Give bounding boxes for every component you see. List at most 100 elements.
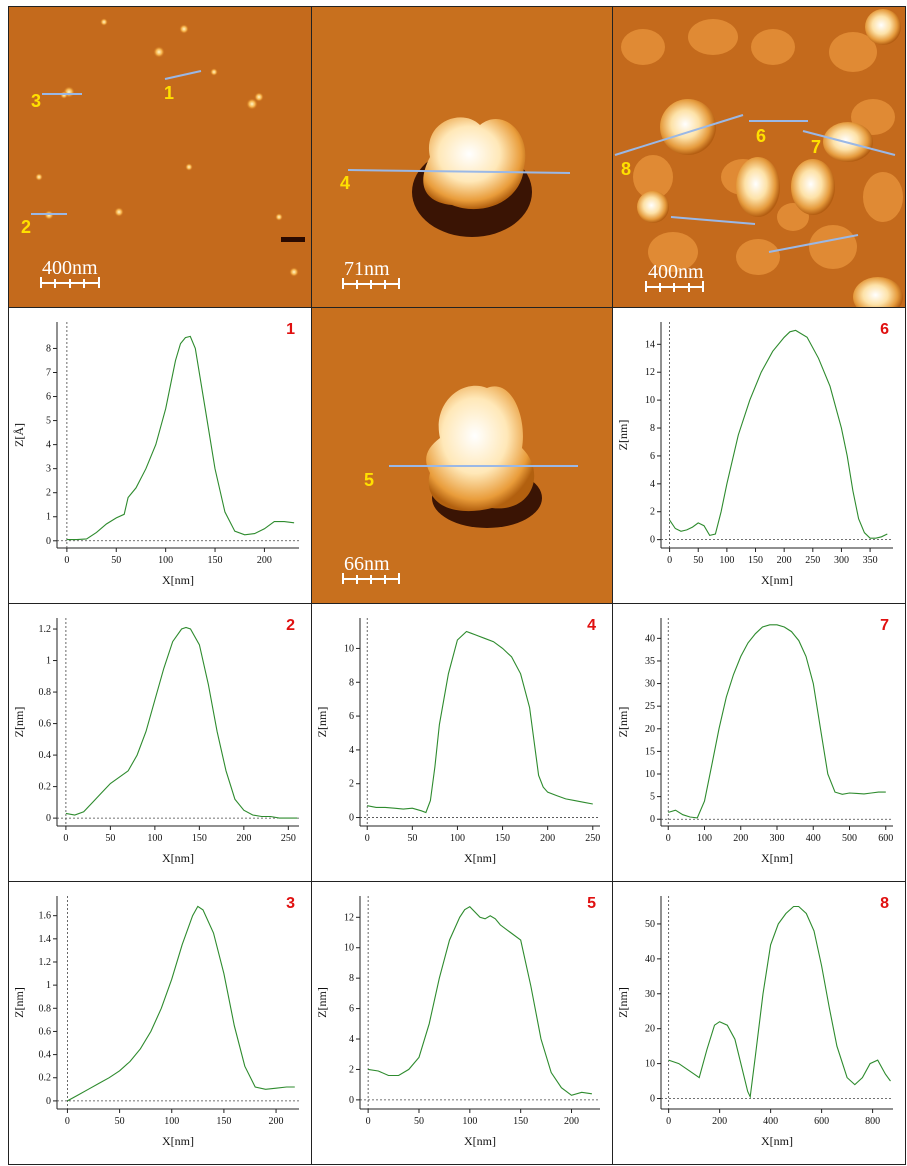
x-tick-label: 100 (147, 833, 162, 844)
scale-bar (342, 278, 400, 289)
x-axis-label: X[nm] (464, 1134, 496, 1148)
scan-line-1 (164, 70, 202, 80)
y-tick-label: 50 (645, 919, 655, 930)
x-tick-label: 500 (842, 833, 857, 844)
y-tick-label: 12 (344, 912, 354, 923)
x-tick-label: 150 (192, 833, 207, 844)
x-tick-label: 100 (719, 555, 734, 566)
y-tick-label: 4 (349, 1034, 354, 1045)
panel-number: 6 (880, 321, 889, 338)
chart-profile-1: 0 1 2 3 4 5 6 7 8 0 50 100 150 200 X[nm] Z[Å] 1 (12, 321, 299, 587)
scan-lines (31, 70, 202, 215)
y-tick-label: 30 (645, 679, 655, 690)
y-tick-label: 1.2 (39, 624, 52, 635)
y-tick-label: 0.8 (39, 1003, 52, 1014)
chart-profile-3: 0 0.2 0.4 0.6 0.8 1 1.2 1.4 1.6 0 50 100 150 200 X[nm]… (12, 895, 299, 1148)
x-tick-label: 200 (236, 833, 251, 844)
y-tick-label: 5 (650, 792, 655, 803)
scale-bar-label: 400nm (42, 257, 98, 279)
y-tick-label: 35 (645, 656, 655, 667)
profile-line (668, 905, 891, 1099)
chart-cell-1: 0 1 2 3 4 5 6 7 8 0 50 100 150 200 X[nm] Z[Å] 1 (8, 307, 312, 604)
y-tick-label: 2 (650, 507, 655, 518)
x-tick-label: 150 (495, 833, 510, 844)
chart-cell-6: 0 2 4 6 8 10 12 14 0 50 100 150 200 250 300 350 X[nm] Z[n… (612, 307, 906, 604)
x-axis-label: X[nm] (761, 851, 793, 865)
x-tick-label: 100 (462, 1116, 477, 1127)
scale-bar (342, 573, 400, 584)
x-axis-label: X[nm] (464, 851, 496, 865)
y-tick-label: 0 (650, 814, 655, 825)
profile-line (67, 905, 295, 1102)
y-tick-label: 2 (349, 1064, 354, 1075)
chart-profile-2: 0 0.2 0.4 0.6 0.8 1 1.2 0 50 100 150 200 250 X[nm] Z[n… (12, 617, 299, 865)
profile-line (669, 329, 888, 539)
x-tick-label: 250 (281, 833, 296, 844)
y-tick-label: 0 (349, 1095, 354, 1106)
x-tick-label: 300 (770, 833, 785, 844)
x-tick-label: 250 (805, 555, 820, 566)
x-tick-label: 400 (806, 833, 821, 844)
figure-grid: 1 3 2 400nm 4 71nm (8, 6, 906, 1165)
y-tick-label: 0 (650, 535, 655, 546)
y-tick-label: 3 (46, 464, 51, 475)
x-tick-label: 200 (777, 555, 792, 566)
grain (853, 277, 903, 307)
y-tick-label: 2 (349, 779, 354, 790)
y-tick-label: 20 (645, 724, 655, 735)
y-tick-label: 8 (349, 973, 354, 984)
x-tick-label: 50 (105, 833, 115, 844)
x-tick-label: 600 (878, 833, 893, 844)
y-axis-label: Z[nm] (12, 707, 26, 738)
panel-number: 7 (880, 617, 889, 634)
x-tick-label: 300 (834, 555, 849, 566)
chart-profile-6: 0 2 4 6 8 10 12 14 0 50 100 150 200 250 300 350 X[nm] Z[n… (616, 321, 893, 587)
panel-number: 1 (286, 321, 295, 338)
chart-cell-7: 0 5 10 15 20 25 30 35 40 0 100 200 300 400 500 600 X[nm]… (612, 603, 906, 882)
line-label-4: 4 (340, 173, 350, 193)
x-tick-label: 150 (513, 1116, 528, 1127)
x-tick-label: 0 (666, 1116, 671, 1127)
line-label-3: 3 (31, 91, 41, 111)
y-tick-label: 10 (645, 769, 655, 780)
y-tick-label: 1.2 (39, 957, 52, 968)
scan-line (768, 234, 859, 253)
x-tick-label: 200 (733, 833, 748, 844)
chart-cell-4: 0 2 4 6 8 10 0 50 100 150 200 250 X[nm] Z[nm] 4 (311, 603, 613, 882)
profile-line (65, 626, 298, 819)
line-label-7: 7 (811, 137, 821, 157)
y-tick-label: 1.6 (39, 911, 52, 922)
panel-number: 5 (587, 895, 596, 912)
y-tick-label: 0.2 (39, 782, 52, 793)
particle (423, 117, 526, 210)
x-tick-label: 0 (366, 1116, 371, 1127)
x-tick-label: 200 (712, 1116, 727, 1127)
y-axis-label: Z[Å] (12, 423, 26, 447)
y-tick-label: 6 (650, 451, 655, 462)
afm-image-overview: 1 3 2 400nm (8, 6, 312, 308)
y-tick-label: 1 (46, 512, 51, 523)
scale-bar-label: 71nm (344, 258, 390, 280)
x-tick-label: 150 (216, 1116, 231, 1127)
grain (865, 9, 901, 45)
scan-lines (614, 114, 896, 253)
x-tick-label: 350 (863, 555, 878, 566)
x-tick-label: 200 (540, 833, 555, 844)
y-tick-label: 0.8 (39, 687, 52, 698)
y-axis-label: Z[nm] (616, 987, 630, 1018)
y-tick-label: 25 (645, 701, 655, 712)
scan-line-8 (614, 114, 744, 156)
y-tick-label: 4 (349, 745, 354, 756)
chart-cell-3: 0 0.2 0.4 0.6 0.8 1 1.2 1.4 1.6 0 50 100 150 200 X[nm]… (8, 881, 312, 1165)
grain (637, 191, 669, 223)
particle (426, 385, 535, 512)
panel-number: 2 (286, 617, 295, 634)
afm-image-particle-5: 5 66nm (311, 307, 613, 604)
profile-line (668, 624, 886, 819)
x-tick-label: 0 (365, 833, 370, 844)
y-tick-label: 4 (46, 440, 51, 451)
panel-number: 3 (286, 895, 295, 912)
y-tick-label: 6 (349, 1004, 354, 1015)
